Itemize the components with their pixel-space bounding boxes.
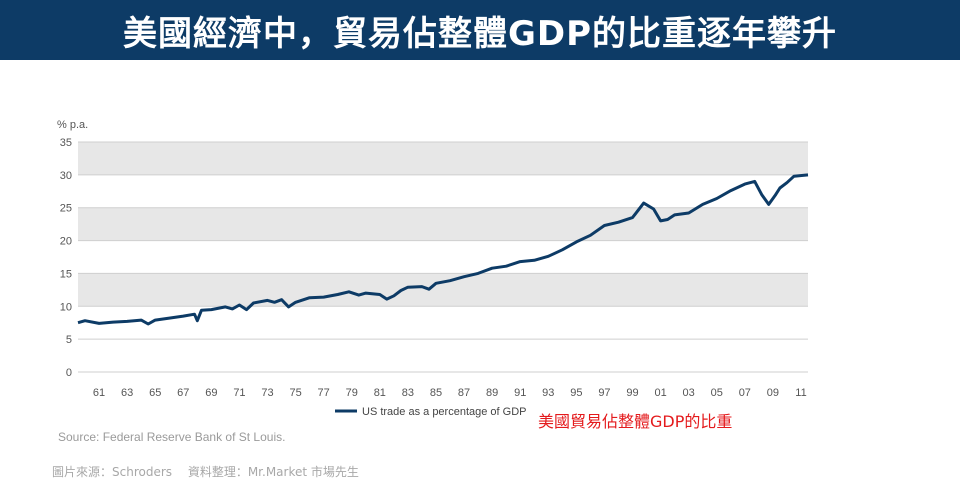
source-note: Source: Federal Reserve Bank of St Louis… <box>58 430 286 444</box>
y-tick-label: 30 <box>60 170 72 182</box>
legend-label: US trade as a percentage of GDP <box>362 406 526 418</box>
x-tick-label: 09 <box>767 387 779 399</box>
x-tick-label: 03 <box>683 387 695 399</box>
x-tick-label: 91 <box>514 387 526 399</box>
shaded-band <box>78 207 808 241</box>
x-axis: 61 63 65 67 69 71 73 75 77 79 81 83 85 87 89 91 93 95 97 99… <box>93 387 807 399</box>
y-tick-label: 10 <box>60 301 72 313</box>
series-line <box>77 173 809 326</box>
legend: US trade as a percentage of GDP <box>335 406 526 418</box>
x-tick-label: 65 <box>149 387 161 399</box>
y-tick-label: 20 <box>60 236 72 248</box>
y-tick-label: 5 <box>66 334 72 346</box>
x-tick-label: 61 <box>93 387 105 399</box>
y-axis: 0 5 10 15 20 25 30 35 <box>60 137 808 379</box>
y-tick-label: 15 <box>60 268 72 280</box>
x-tick-label: 71 <box>233 387 245 399</box>
annotation-text: 美國貿易佔整體GDP的比重 <box>538 412 733 431</box>
x-tick-label: 95 <box>570 387 582 399</box>
y-axis-label: % p.a. <box>57 119 88 131</box>
x-tick-label: 11 <box>795 387 806 399</box>
x-tick-label: 69 <box>205 387 217 399</box>
y-tick-label: 0 <box>66 367 72 379</box>
x-tick-label: 97 <box>598 387 610 399</box>
y-tick-label: 25 <box>60 203 72 215</box>
shaded-band <box>78 142 808 175</box>
x-tick-label: 07 <box>739 387 751 399</box>
x-tick-label: 67 <box>177 387 189 399</box>
x-tick-label: 75 <box>289 387 301 399</box>
x-tick-label: 83 <box>402 387 414 399</box>
x-tick-label: 81 <box>374 387 386 399</box>
shaded-band <box>78 273 808 307</box>
x-tick-label: 73 <box>261 387 273 399</box>
x-tick-label: 89 <box>486 387 498 399</box>
x-tick-label: 85 <box>430 387 442 399</box>
x-tick-label: 99 <box>626 387 638 399</box>
x-tick-label: 05 <box>711 387 723 399</box>
x-tick-label: 87 <box>458 387 470 399</box>
x-tick-label: 63 <box>121 387 133 399</box>
credit-note: 圖片來源：Schroders 資料整理：Mr.Market 市場先生 <box>52 465 359 479</box>
x-tick-label: 01 <box>654 387 666 399</box>
x-tick-label: 79 <box>346 387 358 399</box>
title-banner: 美國經濟中，貿易佔整體GDP的比重逐年攀升 <box>0 0 960 60</box>
y-tick-label: 35 <box>60 137 72 149</box>
x-tick-label: 93 <box>542 387 554 399</box>
x-tick-label: 77 <box>318 387 330 399</box>
slide-title: 美國經濟中，貿易佔整體GDP的比重逐年攀升 <box>122 13 838 54</box>
